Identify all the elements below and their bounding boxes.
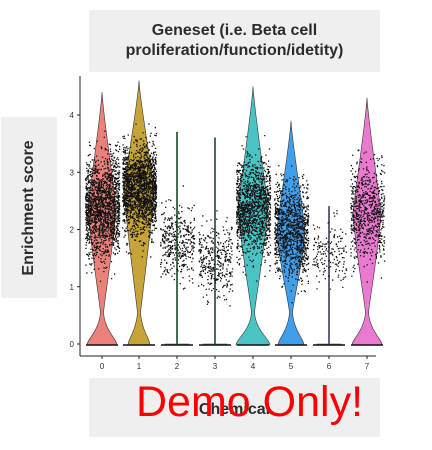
y-tick-label: 2 [70, 226, 75, 235]
jitter-points [85, 123, 386, 307]
x-axis-label-panel: Chemical [89, 378, 380, 437]
chart-title-panel: Geneset (i.e. Beta cell proliferation/fu… [89, 10, 380, 72]
y-tick-label: 1 [70, 283, 75, 292]
x-tick-label: 7 [365, 362, 370, 371]
chart-title: Geneset (i.e. Beta cell proliferation/fu… [125, 22, 344, 59]
y-tick-label: 0 [70, 340, 75, 349]
y-axis-label: Enrichment score [20, 139, 37, 276]
x-tick-label: 3 [213, 362, 218, 371]
y-tick-label: 4 [70, 111, 75, 120]
x-tick-label: 4 [251, 362, 256, 371]
x-tick-label: 6 [327, 362, 332, 371]
demo-watermark: Demo Only! [136, 378, 364, 426]
violin-3 [202, 137, 228, 346]
x-tick-label: 2 [175, 362, 180, 371]
jitter-points-path [85, 123, 386, 307]
violin-7 [351, 97, 383, 346]
y-tick-label: 3 [70, 168, 75, 177]
x-axis-label: Chemical [198, 400, 271, 418]
x-tick-label: 5 [289, 362, 294, 371]
x-tick-label: 1 [137, 362, 142, 371]
y-axis-label-panel: Enrichment score [1, 117, 57, 298]
x-tick-label: 0 [100, 362, 105, 371]
